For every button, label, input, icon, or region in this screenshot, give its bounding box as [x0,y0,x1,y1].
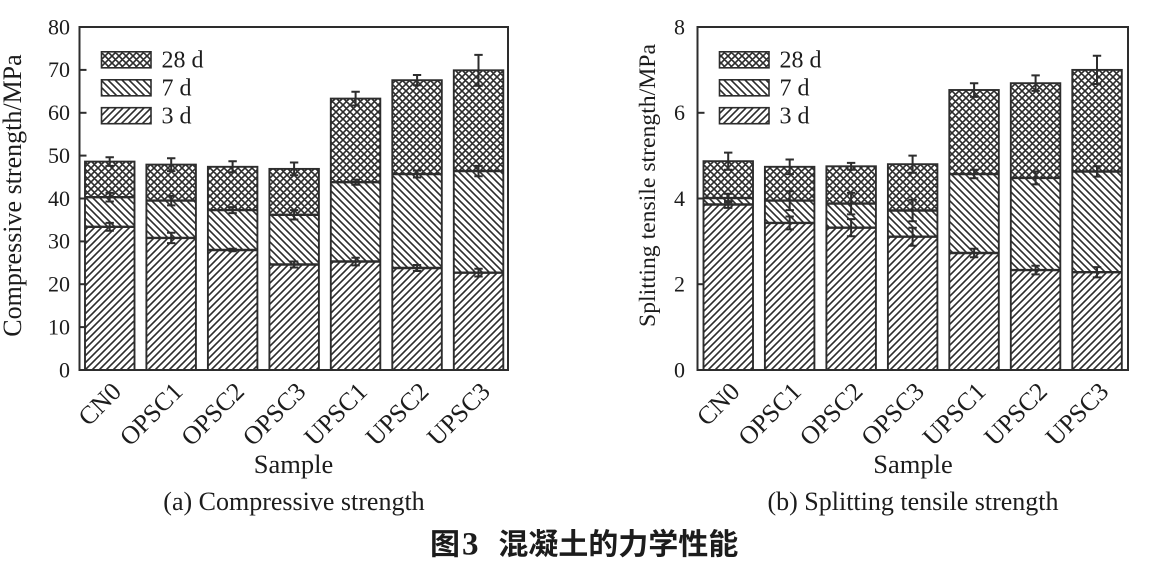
svg-text:3: 3 [462,527,479,563]
svg-text:(b) Splitting tensile strength: (b) Splitting tensile strength [767,487,1058,516]
svg-text:3 d: 3 d [780,104,810,130]
svg-text:30: 30 [48,229,70,254]
svg-text:28 d: 28 d [162,48,204,74]
svg-text:7 d: 7 d [162,76,192,102]
svg-text:10: 10 [48,314,70,339]
svg-text:40: 40 [48,186,70,211]
svg-text:50: 50 [48,143,70,168]
svg-text:20: 20 [48,272,70,297]
svg-text:80: 80 [48,14,70,39]
svg-text:28 d: 28 d [780,48,822,74]
svg-text:4: 4 [674,186,685,211]
svg-text:60: 60 [48,100,70,125]
svg-text:Sample: Sample [873,449,953,479]
svg-text:Sample: Sample [254,449,334,479]
svg-text:8: 8 [674,14,685,39]
svg-text:Splitting tensile strength/MPa: Splitting tensile strength/MPa [635,44,661,327]
svg-text:(a) Compressive strength: (a) Compressive strength [163,487,424,516]
svg-text:7 d: 7 d [780,76,810,102]
svg-text:0: 0 [59,357,70,382]
svg-text:70: 70 [48,57,70,82]
svg-text:0: 0 [674,357,685,382]
svg-text:6: 6 [674,100,685,125]
svg-text:Compressive strength/MPa: Compressive strength/MPa [0,54,27,337]
svg-text:3 d: 3 d [162,104,192,130]
svg-text:2: 2 [674,272,685,297]
